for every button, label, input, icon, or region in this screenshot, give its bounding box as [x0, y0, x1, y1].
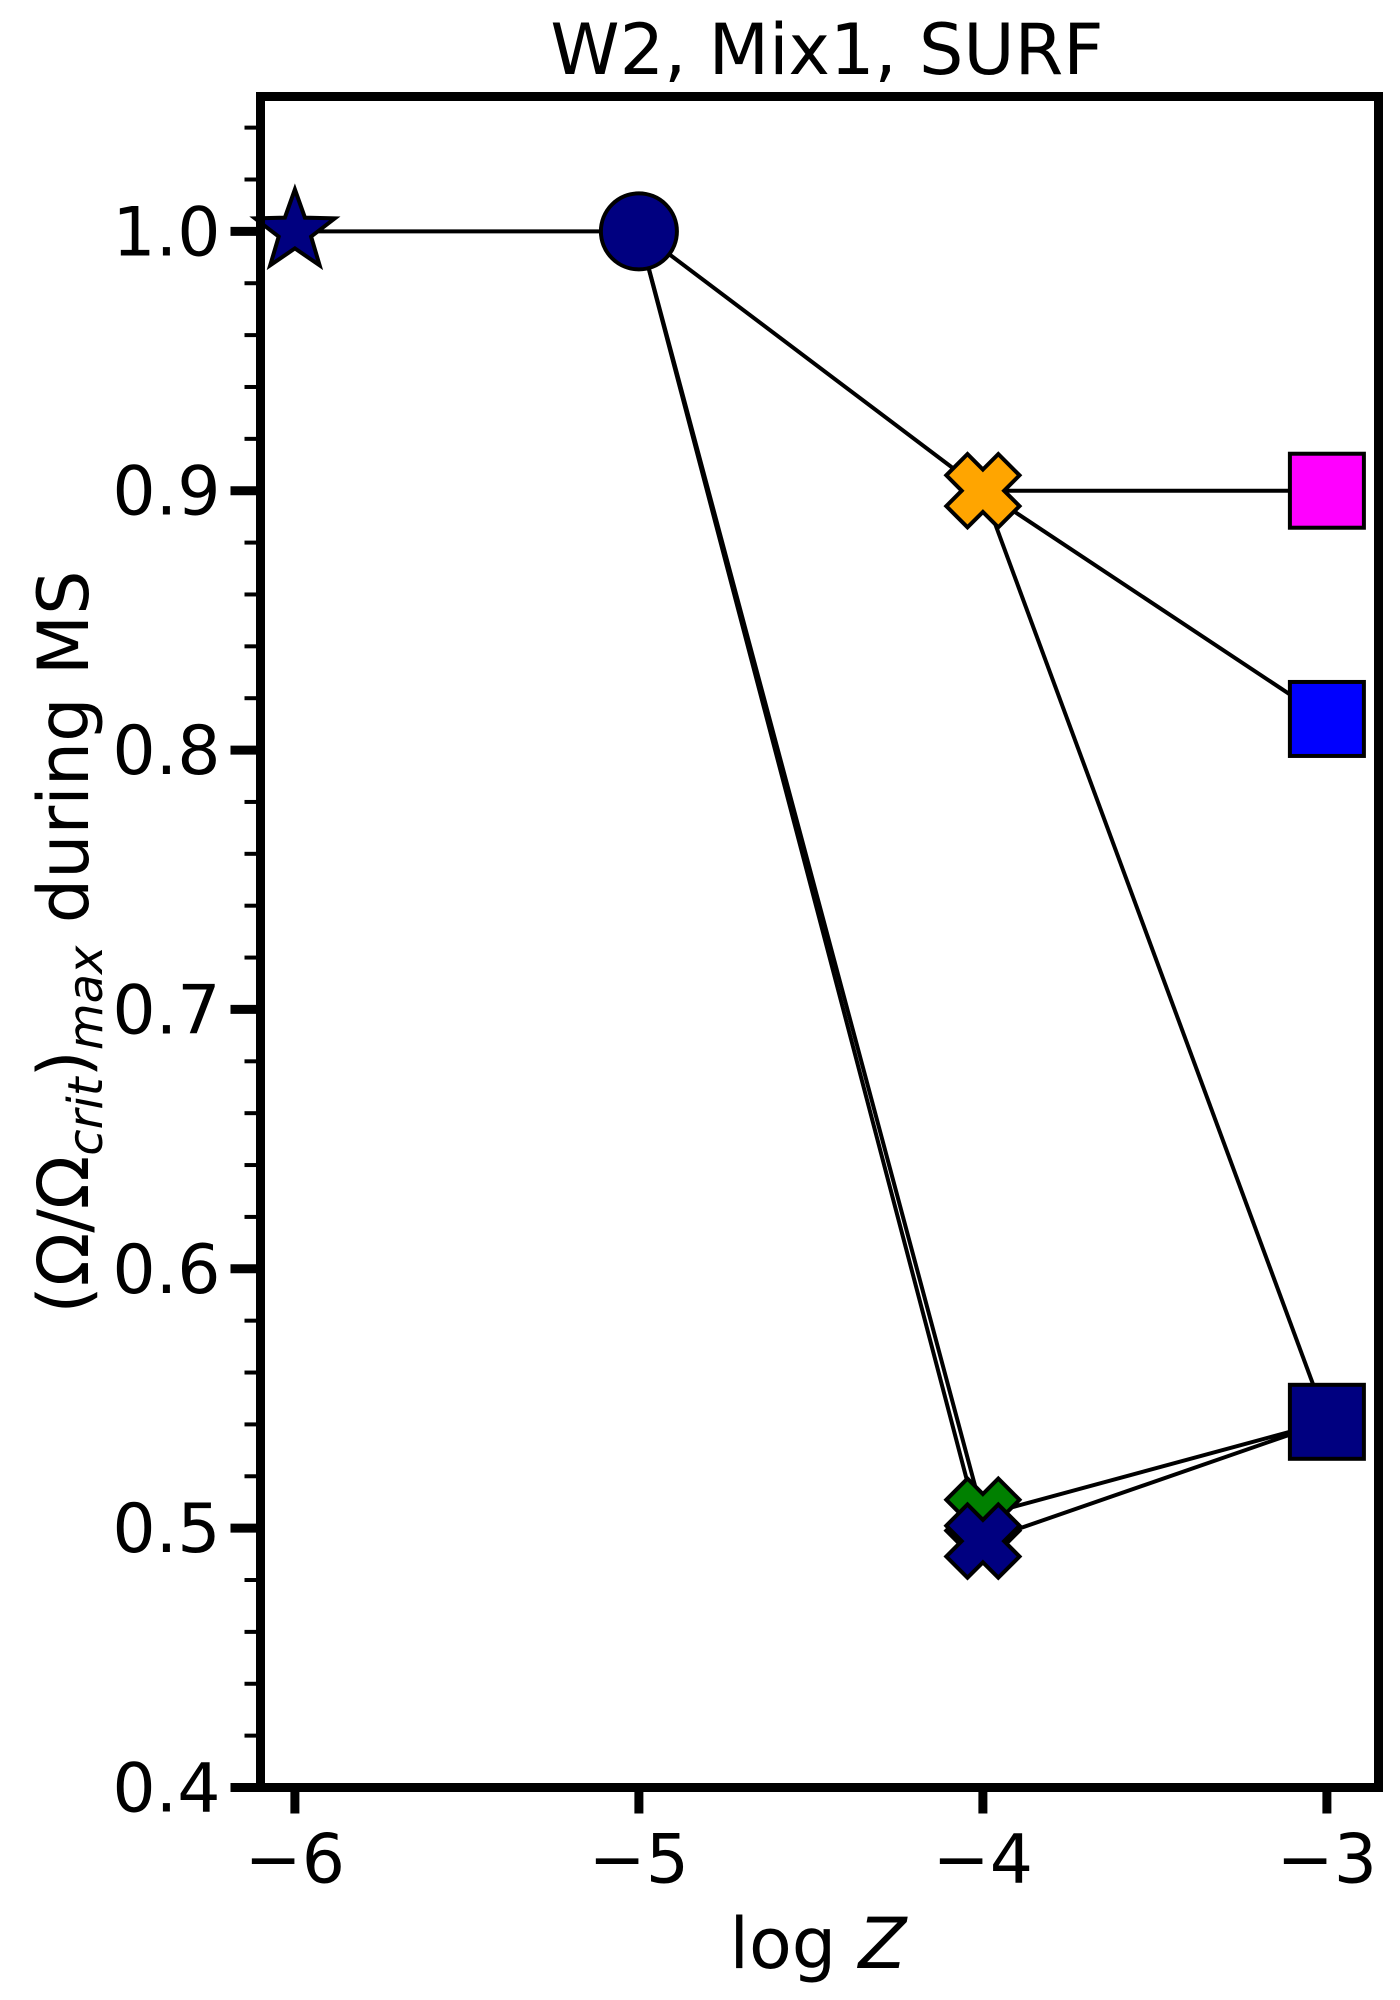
- x-axis-label: log Z: [730, 1903, 909, 1985]
- y-axis-label: (Ω/Ωcrit)max during MS: [23, 570, 114, 1313]
- x-axis-label-var: Z: [857, 1903, 909, 1985]
- line-circle-to-x-navy: [636, 230, 985, 1542]
- line-x-navy-to-square-navy: [982, 1419, 1328, 1544]
- line-x-orange-to-square-navy: [981, 490, 1329, 1423]
- line-x-orange-to-square-blue: [981, 489, 1329, 721]
- marker-star: [249, 183, 341, 271]
- x-tick-label: −6: [245, 1821, 345, 1900]
- y-tick-label: 0.9: [112, 453, 220, 532]
- y-axis-label-sub2: max: [58, 945, 114, 1050]
- line-x-green-to-square-navy: [982, 1419, 1328, 1518]
- marker-x-navy: [943, 1501, 1023, 1581]
- y-tick-label: 0.4: [112, 1750, 220, 1829]
- x-tick-label: −3: [1277, 1821, 1377, 1900]
- marker-square-magenta: [1287, 451, 1366, 530]
- y-tick-label: 0.5: [112, 1490, 220, 1569]
- y-tick-label: 0.8: [112, 712, 220, 791]
- marker-x-orange: [943, 451, 1023, 531]
- x-tick-label: −5: [589, 1821, 689, 1900]
- chart-title: W2, Mix1, SURF: [550, 9, 1103, 91]
- plot-frame: [256, 92, 1383, 1792]
- x-axis-ticks: −6 −5 −4 −3: [245, 1787, 1377, 1900]
- y-axis-label-part1: (Ω/Ω: [23, 1156, 105, 1314]
- x-axis-label-prefix: log: [730, 1903, 859, 1985]
- y-axis-label-part3: during MS: [23, 570, 105, 945]
- y-axis-ticks: 0.4 0.5 0.6 0.7 0.8 0.9 1.0: [112, 125, 261, 1829]
- marker-square-blue: [1287, 679, 1366, 758]
- marker-circle: [598, 191, 679, 272]
- connecting-lines: [294, 229, 1329, 1544]
- y-tick-label: 1.0: [112, 193, 220, 272]
- y-axis-label-part2: ): [23, 1050, 105, 1077]
- line-circle-to-x-orange: [637, 229, 985, 493]
- data-markers: [249, 183, 1366, 1581]
- y-tick-label: 0.7: [112, 971, 220, 1050]
- marker-square-navy: [1287, 1382, 1366, 1461]
- x-tick-label: −4: [933, 1821, 1033, 1900]
- y-axis-label-sub1: crit: [58, 1075, 114, 1155]
- y-tick-label: 0.6: [112, 1231, 220, 1310]
